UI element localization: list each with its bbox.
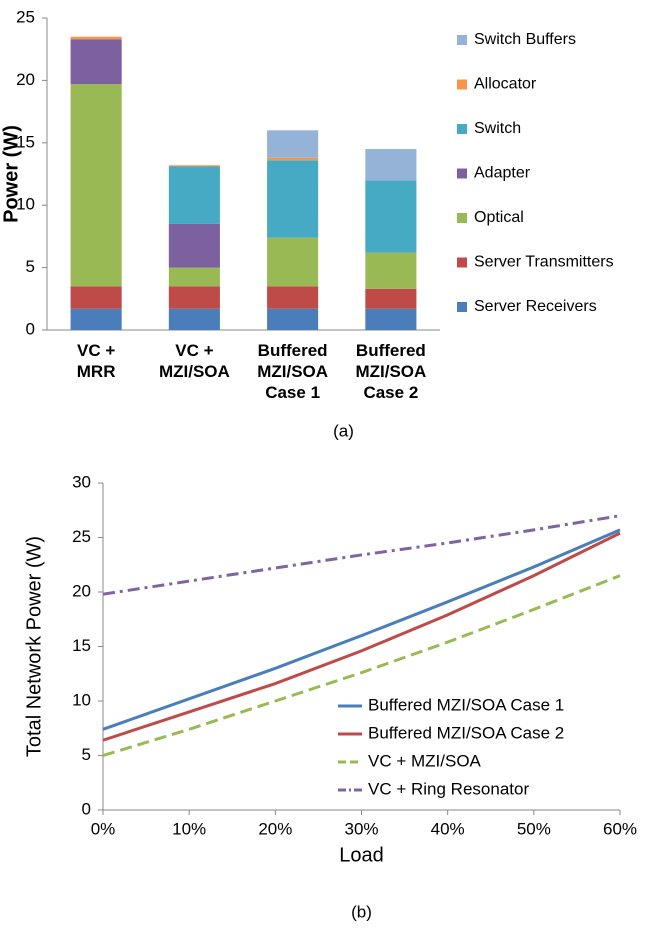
legend-swatch — [457, 257, 467, 268]
bar-segment — [70, 308, 122, 330]
y-tick-label: 10 — [16, 195, 35, 214]
bar-segment — [168, 286, 220, 309]
bar-segment — [267, 160, 319, 238]
legend-swatch — [457, 168, 467, 179]
x-tick-label: 10% — [172, 819, 206, 838]
bar-segment — [168, 165, 220, 167]
legend-swatch — [457, 79, 467, 90]
series-line — [102, 514, 621, 596]
x-tick-label: Buffered MZI/SOA Case 1 — [257, 341, 328, 402]
legend-label: VC + Ring Resonator — [368, 779, 529, 798]
legend-label: Switch — [474, 120, 521, 137]
x-tick-label-line: VC + — [175, 341, 213, 360]
bar-segment — [365, 308, 417, 330]
legend-swatch — [457, 35, 467, 45]
legend-label: Optical — [474, 209, 524, 226]
legend-label: Buffered MZI/SOA Case 1 — [368, 695, 564, 714]
legend-label: Switch Buffers — [474, 31, 576, 48]
y-tick-label: 15 — [72, 636, 91, 655]
bar-segment — [70, 286, 122, 309]
bar-segment — [267, 130, 319, 158]
y-tick-label: 20 — [16, 70, 35, 89]
x-tick-label: 50% — [517, 819, 551, 838]
x-tick-label: 0% — [91, 819, 116, 838]
caption: (a) — [333, 421, 354, 440]
y-tick-label: 5 — [82, 745, 91, 764]
x-tick-label-line: Case 2 — [363, 383, 418, 402]
x-tick-label: VC + MRR — [77, 341, 116, 381]
bar-segment — [168, 223, 220, 268]
y-tick-label: 25 — [16, 7, 35, 26]
bar-segment — [267, 286, 319, 309]
series-line — [102, 528, 621, 731]
bar-segment — [365, 252, 417, 289]
x-tick-label-line: MZI/SOA — [159, 362, 230, 381]
bar-segment — [70, 39, 122, 85]
x-tick-label-line: Buffered — [258, 341, 328, 360]
bar-segment — [365, 180, 417, 253]
bar-segment — [267, 237, 319, 287]
bar-segment — [365, 288, 417, 309]
x-tick-label-line: MRR — [77, 362, 116, 381]
legend-swatch — [457, 213, 467, 223]
bar-segment — [70, 36, 122, 40]
y-axis-title: Power (W) — [0, 125, 22, 223]
legend-label: Server Transmitters — [474, 254, 614, 271]
y-tick-label: 0 — [82, 799, 91, 818]
bar-segment — [168, 267, 220, 287]
legend-label: Buffered MZI/SOA Case 2 — [368, 723, 564, 742]
series-line — [102, 574, 621, 757]
legend-label: VC + MZI/SOA — [368, 751, 482, 770]
bar-segment — [267, 157, 319, 161]
series-line — [102, 531, 621, 742]
legend-swatch — [457, 302, 467, 312]
y-tick-label: 10 — [72, 690, 91, 709]
bar-segment — [168, 166, 220, 224]
x-tick-label-line: MZI/SOA — [355, 362, 426, 381]
x-tick-label-line: VC + — [77, 341, 115, 360]
x-axis-title: Load — [339, 844, 384, 866]
x-tick-label: 40% — [431, 819, 465, 838]
bar-segment — [365, 149, 417, 181]
y-tick-label: 20 — [72, 581, 91, 600]
x-tick-label-line: Case 1 — [265, 383, 320, 402]
x-tick-label: VC + MZI/SOA — [159, 341, 230, 381]
y-tick-label: 5 — [26, 257, 35, 276]
x-tick-label: 60% — [603, 819, 637, 838]
x-tick-label-line: Buffered — [356, 341, 426, 360]
y-tick-label: 15 — [16, 132, 35, 151]
y-tick-label: 0 — [26, 319, 35, 338]
y-tick-label: 25 — [72, 527, 91, 546]
caption: (b) — [351, 902, 372, 921]
x-tick-label: Buffered MZI/SOA Case 2 — [355, 341, 426, 402]
x-tick-label: 30% — [344, 819, 378, 838]
bar-segment — [70, 84, 122, 287]
legend-label: Server Receivers — [474, 298, 597, 315]
x-tick-label-line: MZI/SOA — [257, 362, 328, 381]
legend-swatch — [457, 124, 467, 134]
y-tick-label: 30 — [72, 472, 91, 491]
y-axis-title: Total Network Power (W) — [23, 536, 45, 757]
bar-segment — [267, 308, 319, 330]
x-tick-label: 20% — [258, 819, 292, 838]
legend-label: Adapter — [474, 165, 531, 182]
bar-segment — [168, 308, 220, 330]
legend-label: Allocator — [474, 76, 537, 93]
